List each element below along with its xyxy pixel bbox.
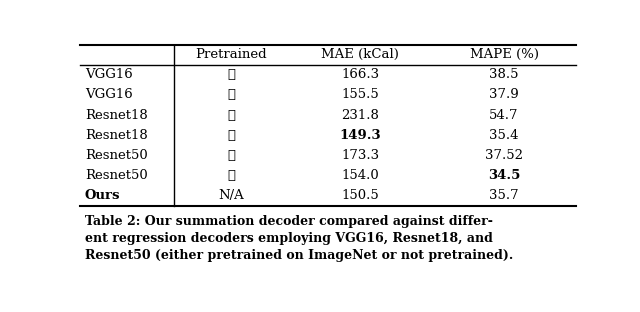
Text: 54.7: 54.7	[490, 109, 519, 122]
Text: 35.4: 35.4	[490, 129, 519, 142]
Text: ✗: ✗	[227, 169, 236, 182]
Text: ✗: ✗	[227, 88, 236, 101]
Text: Resnet50: Resnet50	[85, 149, 148, 162]
Text: 154.0: 154.0	[341, 169, 379, 182]
Text: 155.5: 155.5	[341, 88, 379, 101]
Text: 37.52: 37.52	[485, 149, 523, 162]
Text: Pretrained: Pretrained	[195, 48, 267, 61]
Text: Resnet50: Resnet50	[85, 169, 148, 182]
Text: 150.5: 150.5	[341, 189, 379, 202]
Text: ✓: ✓	[227, 68, 236, 81]
Text: ✗: ✗	[227, 129, 236, 142]
Text: MAE (kCal): MAE (kCal)	[321, 48, 399, 61]
Text: ✓: ✓	[227, 109, 236, 122]
Text: Ours: Ours	[85, 189, 120, 202]
Text: 231.8: 231.8	[341, 109, 379, 122]
Text: 35.7: 35.7	[489, 189, 519, 202]
Text: 149.3: 149.3	[339, 129, 381, 142]
Text: Table 2: Our summation decoder compared against differ-
ent regression decoders : Table 2: Our summation decoder compared …	[85, 215, 513, 262]
Text: ✓: ✓	[227, 149, 236, 162]
Text: Resnet18: Resnet18	[85, 109, 148, 122]
Text: 37.9: 37.9	[489, 88, 519, 101]
Text: MAPE (%): MAPE (%)	[470, 48, 539, 61]
Text: N/A: N/A	[218, 189, 244, 202]
Text: 173.3: 173.3	[341, 149, 380, 162]
Text: Resnet18: Resnet18	[85, 129, 148, 142]
Text: 166.3: 166.3	[341, 68, 380, 81]
Text: 34.5: 34.5	[488, 169, 520, 182]
Text: 38.5: 38.5	[490, 68, 519, 81]
Text: VGG16: VGG16	[85, 68, 132, 81]
Text: VGG16: VGG16	[85, 88, 132, 101]
